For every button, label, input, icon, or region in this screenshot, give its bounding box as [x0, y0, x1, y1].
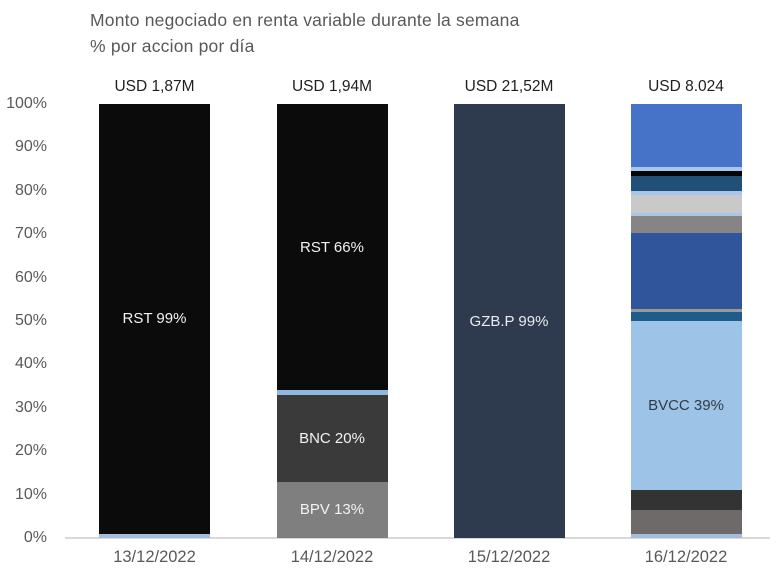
- x-axis-category-label: 15/12/2022: [467, 548, 551, 566]
- y-axis-tick-label: 20%: [14, 442, 47, 460]
- bar-segment[interactable]: [630, 233, 742, 310]
- bar-segment-BVCC[interactable]: BVCC 39%: [630, 321, 742, 491]
- bar-segment[interactable]: [630, 104, 742, 168]
- bar-total-label: USD 8.024: [648, 78, 724, 95]
- bar-segment[interactable]: [630, 190, 742, 196]
- y-axis-tick-label: 100%: [6, 95, 47, 112]
- bar-segment[interactable]: [630, 167, 742, 172]
- bar-segment-label: BPV 13%: [299, 501, 365, 519]
- stacked-bar-15/12/2022[interactable]: GZB.P 99%: [453, 104, 565, 538]
- bar-segment[interactable]: [99, 533, 210, 538]
- bar-segment-RST[interactable]: RST 99%: [99, 104, 210, 534]
- bar-total-label: USD 21,52M: [464, 78, 554, 95]
- y-axis-tick-label: 0%: [23, 529, 47, 546]
- stacked-bar-16/12/2022[interactable]: BVCC 39%: [630, 104, 742, 538]
- bar-segment-label: GZB.P 99%: [469, 312, 549, 330]
- stacked-bar-13/12/2022[interactable]: RST 99%: [99, 104, 210, 538]
- chart-title-block: Monto negociado en renta variable durant…: [90, 7, 520, 59]
- bar-segment[interactable]: [630, 533, 742, 538]
- bar-segment[interactable]: [630, 212, 742, 216]
- x-axis-line: [65, 537, 770, 539]
- y-axis-tick-label: 10%: [14, 485, 47, 503]
- y-axis-tick-label: 70%: [14, 225, 47, 243]
- bar-segment-BPV[interactable]: BPV 13%: [276, 481, 388, 538]
- chart-title: Monto negociado en renta variable durant…: [90, 10, 520, 30]
- y-axis-tick-label: 50%: [14, 312, 47, 329]
- bar-segment-label: RST 66%: [300, 238, 364, 256]
- y-axis-tick-label: 30%: [14, 398, 47, 416]
- y-axis-tick-label: 60%: [14, 268, 47, 286]
- bar-segment-label: BNC 20%: [299, 429, 365, 447]
- bar-segment[interactable]: [630, 175, 742, 191]
- bar-total-label: USD 1,87M: [114, 78, 195, 95]
- x-axis-category-label: 14/12/2022: [290, 548, 374, 566]
- stacked-bar-14/12/2022[interactable]: BPV 13% BNC 20% RST 66%: [276, 104, 388, 538]
- y-axis-tick-label: 80%: [14, 181, 47, 199]
- bar-segment[interactable]: [276, 390, 388, 395]
- x-axis-category-label: 16/12/2022: [644, 548, 728, 566]
- y-axis-tick-label: 90%: [14, 138, 47, 156]
- bar-segment-BNC[interactable]: BNC 20%: [276, 394, 388, 482]
- x-axis-category-label: 13/12/2022: [113, 548, 196, 566]
- bar-segment[interactable]: [630, 309, 742, 313]
- bar-segment[interactable]: [630, 195, 742, 213]
- bar-segment-label: BVCC 39%: [648, 397, 724, 415]
- bar-segment[interactable]: [630, 490, 742, 510]
- bar-segment-label: RST 99%: [122, 310, 187, 328]
- bar-segment[interactable]: [630, 171, 742, 176]
- bar-segment[interactable]: [630, 312, 742, 322]
- y-axis-tick-label: 40%: [14, 355, 47, 373]
- chart-subtitle: % por accion por día: [90, 36, 255, 56]
- bar-segment-RST[interactable]: RST 66%: [276, 104, 388, 391]
- bar-segment[interactable]: [630, 215, 742, 234]
- bar-total-label: USD 1,94M: [291, 78, 373, 95]
- bar-segment-GZB.P[interactable]: GZB.P 99%: [453, 104, 565, 538]
- bar-segment[interactable]: [630, 509, 742, 534]
